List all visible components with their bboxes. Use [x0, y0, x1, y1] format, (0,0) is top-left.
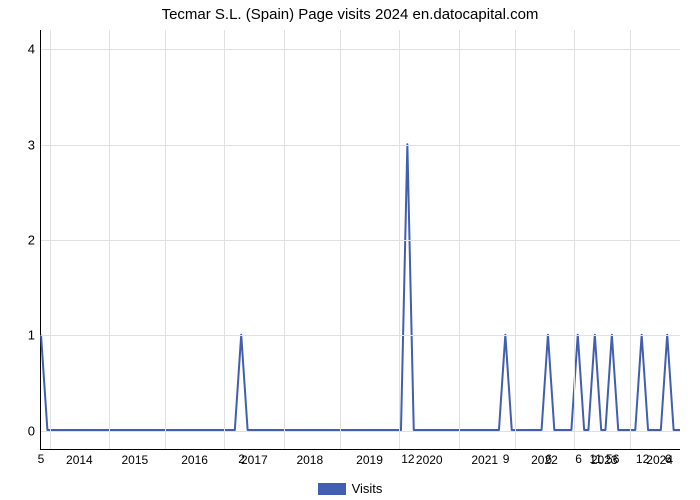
data-label: 6: [575, 452, 582, 466]
xtick-label: 2018: [296, 453, 323, 467]
grid-h: [41, 145, 680, 146]
ytick-label: 2: [5, 233, 41, 248]
xtick-label: 2016: [181, 453, 208, 467]
ytick-label: 0: [5, 423, 41, 438]
grid-v: [50, 30, 51, 449]
grid-v: [284, 30, 285, 449]
grid-h: [41, 335, 680, 336]
grid-v: [459, 30, 460, 449]
chart-container: Tecmar S.L. (Spain) Page visits 2024 en.…: [0, 0, 700, 500]
grid-h: [41, 431, 680, 432]
grid-v: [515, 30, 516, 449]
chart-legend: Visits: [0, 480, 700, 496]
data-label: 12: [636, 452, 649, 466]
data-label: 9: [503, 452, 510, 466]
legend-swatch: [318, 483, 346, 495]
xtick-label: 2015: [122, 453, 149, 467]
plot-area: 0123420142015201620172018201920202021202…: [40, 30, 680, 450]
grid-v: [224, 30, 225, 449]
grid-v: [630, 30, 631, 449]
xtick-label: 2014: [66, 453, 93, 467]
data-label: 6: [665, 452, 672, 466]
grid-v: [399, 30, 400, 449]
legend-label: Visits: [352, 481, 383, 496]
chart-title: Tecmar S.L. (Spain) Page visits 2024 en.…: [0, 6, 700, 23]
grid-v: [574, 30, 575, 449]
ytick-label: 4: [5, 42, 41, 57]
xtick-label: 2021: [471, 453, 498, 467]
data-label: 6: [545, 452, 552, 466]
xtick-label: 2020: [416, 453, 443, 467]
data-label: 56: [606, 452, 619, 466]
xtick-label: 2019: [356, 453, 383, 467]
grid-h: [41, 240, 680, 241]
grid-h: [41, 49, 680, 50]
visits-line: [41, 144, 680, 430]
ytick-label: 3: [5, 137, 41, 152]
data-label: 5: [38, 452, 45, 466]
data-label: 2: [238, 452, 245, 466]
grid-v: [109, 30, 110, 449]
grid-v: [165, 30, 166, 449]
ytick-label: 1: [5, 328, 41, 343]
data-label: 12: [401, 452, 414, 466]
data-label: 11: [589, 452, 601, 466]
grid-v: [340, 30, 341, 449]
